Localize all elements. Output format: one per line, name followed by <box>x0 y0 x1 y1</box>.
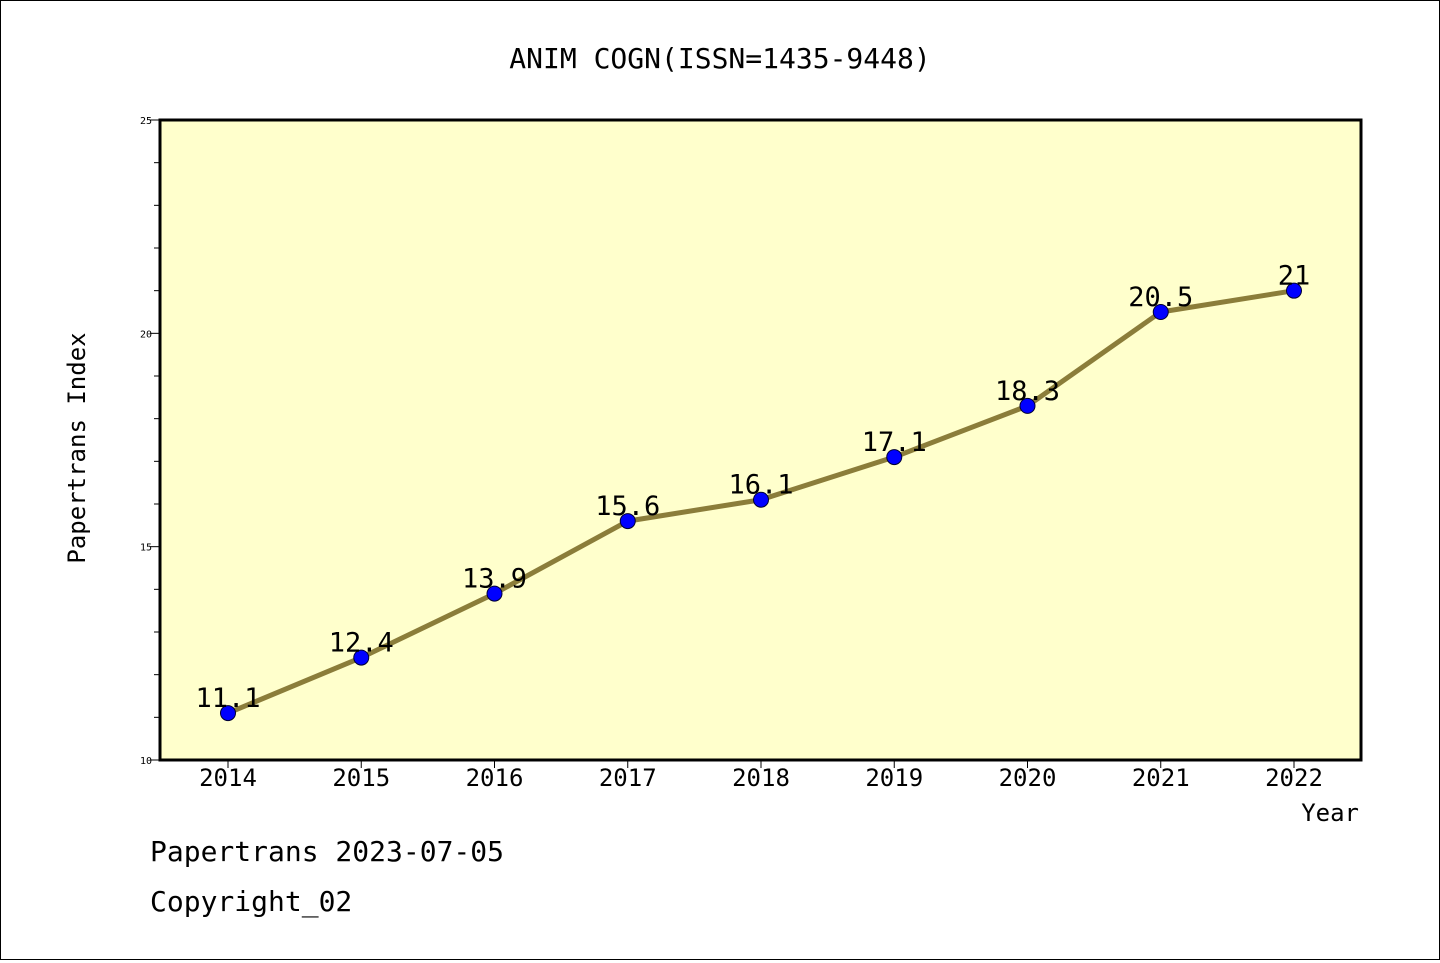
data-point <box>1286 282 1302 299</box>
x-tick-label: 2018 <box>732 764 790 792</box>
x-tick-label: 2015 <box>332 764 390 792</box>
x-tick-label: 2022 <box>1265 764 1323 792</box>
y-tick-label: 10 <box>140 756 152 767</box>
data-label: 21 <box>1278 261 1311 292</box>
data-points <box>220 282 1302 722</box>
x-tick-label: 2016 <box>466 764 524 792</box>
footer-copyright: Copyright_02 <box>150 885 353 918</box>
x-tick-label: 2019 <box>865 764 923 792</box>
y-tick-label: 25 <box>140 116 152 127</box>
data-point <box>353 649 370 666</box>
x-tick-label: 2021 <box>1132 764 1190 792</box>
data-point <box>619 513 636 530</box>
x-axis: 2014 2015 2016 2017 2018 2019 2020 2021 2022 <box>199 760 1323 792</box>
data-point <box>220 705 236 722</box>
chart-title: ANIM COGN(ISSN=1435-9448) <box>509 42 930 75</box>
x-axis-label: Year <box>1301 799 1359 827</box>
data-label: 20.5 <box>1128 282 1193 313</box>
data-point <box>886 449 903 466</box>
footer-date: Papertrans 2023-07-05 <box>150 835 505 868</box>
data-label: 15.6 <box>595 491 660 522</box>
data-label: 11.1 <box>195 683 260 714</box>
data-point <box>753 491 769 508</box>
y-tick-label: 20 <box>140 329 152 340</box>
y-axis-label: Papertrans Index <box>63 332 91 563</box>
y-tick-label: 15 <box>140 543 152 554</box>
data-label: 17.1 <box>862 427 927 458</box>
data-labels: 11.1 12.4 13.9 15.6 16.1 17.1 18.3 20.5 21 <box>195 261 1310 714</box>
x-tick-label: 2014 <box>199 764 257 792</box>
x-tick-label: 2020 <box>999 764 1057 792</box>
data-label: 13.9 <box>462 564 527 595</box>
data-label: 16.1 <box>728 470 793 501</box>
data-point <box>486 585 503 602</box>
data-point <box>1019 397 1036 414</box>
data-label: 12.4 <box>329 628 394 659</box>
x-tick-label: 2017 <box>599 764 657 792</box>
data-label: 18.3 <box>995 376 1060 407</box>
y-axis: 10 15 20 25 <box>140 116 160 767</box>
data-point <box>1152 304 1169 320</box>
